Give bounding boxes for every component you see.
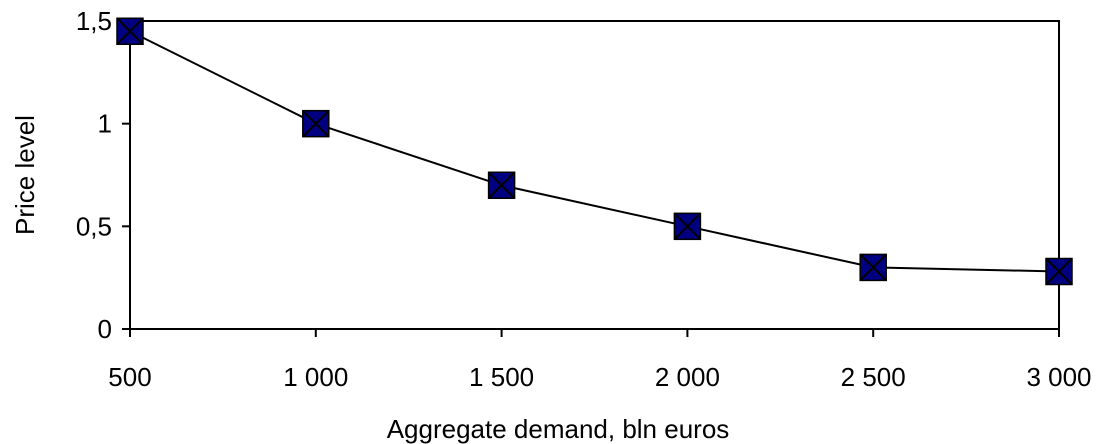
x-tick-label: 2 500 xyxy=(841,362,906,392)
x-tick-label: 1 000 xyxy=(283,362,348,392)
series-group xyxy=(116,17,1073,286)
plot-frame xyxy=(129,20,1060,330)
x-tick-label: 2 000 xyxy=(655,362,720,392)
data-point-marker xyxy=(302,109,330,138)
data-point-marker xyxy=(116,17,144,46)
series-line xyxy=(129,30,1060,273)
y-axis-title: Price level xyxy=(10,115,40,235)
data-point-marker xyxy=(859,253,887,282)
y-tick-label: 1,5 xyxy=(76,6,112,36)
x-tick-label: 1 500 xyxy=(469,362,534,392)
x-axis-title: Aggregate demand, bln euros xyxy=(387,414,730,444)
y-axis: 0 0,5 1 1,5 xyxy=(76,6,130,344)
x-tick-label: 3 000 xyxy=(1026,362,1091,392)
x-tick-label: 500 xyxy=(108,362,151,392)
y-tick-label: 0 xyxy=(98,314,112,344)
y-tick-label: 1 xyxy=(98,109,112,139)
data-point-marker xyxy=(487,171,516,200)
data-point-marker xyxy=(1045,257,1073,286)
y-tick-label: 0,5 xyxy=(76,211,112,241)
data-point-marker xyxy=(673,212,702,241)
x-axis: 500 1 000 1 500 2 000 2 500 3 000 xyxy=(108,329,1092,392)
